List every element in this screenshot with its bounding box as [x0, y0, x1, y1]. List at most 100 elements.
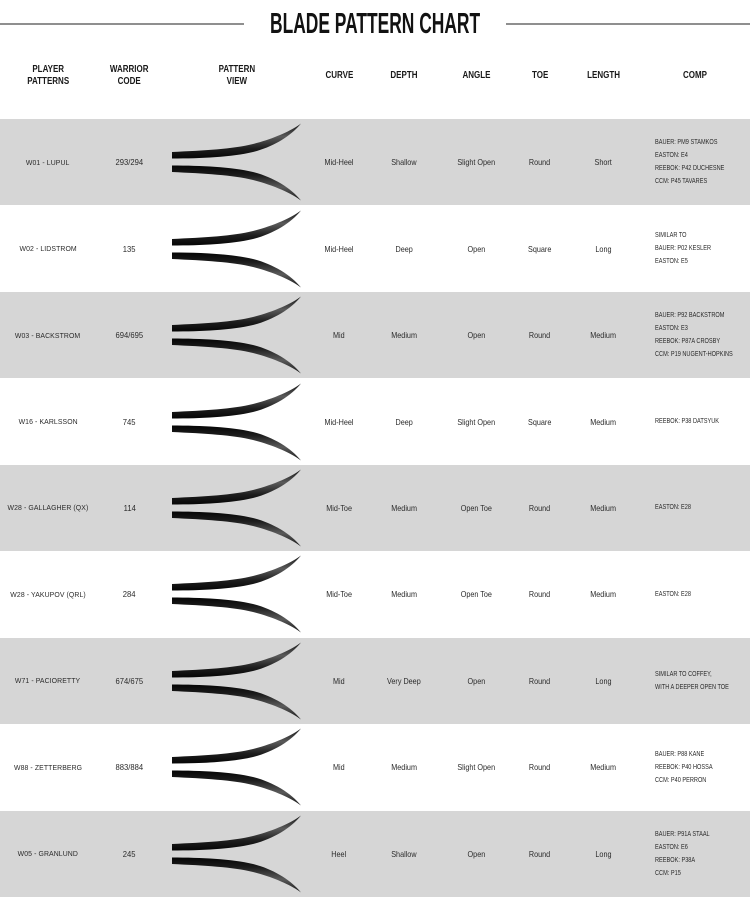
toe-value: Square [528, 416, 552, 427]
comp-line: CCM: P19 NUGENT-HOPKINS [655, 351, 733, 359]
curve-value: Mid-Heel [324, 243, 354, 254]
curve-value: Mid-Toe [326, 502, 352, 513]
comp-line: REEBOK: P87A CROSBY [655, 338, 721, 346]
comp-list: BAUER: P88 KANE REEBOK: P40 HOSSA CCM: P… [640, 724, 750, 810]
column-header-player-patterns: PLAYER PATTERNS [27, 63, 69, 87]
player-pattern-name: W28 - GALLAGHER (QX) [7, 503, 89, 513]
angle-value: Slight Open [457, 762, 496, 773]
title-bar: BLADE PATTERN CHART [0, 0, 750, 44]
comp-line: EASTON: E28 [655, 590, 692, 598]
comp-line: EASTON: E3 [655, 325, 688, 333]
depth-value: Deep [395, 416, 413, 427]
length-value: Medium [590, 502, 617, 513]
length-value: Medium [590, 762, 617, 773]
warrior-code-value: 245 [123, 848, 136, 859]
player-pattern-name: W28 - YAKUPOV (QRL) [10, 589, 86, 599]
table-row: W28 - YAKUPOV (QRL) 284 Mid-Toe Medium O… [0, 551, 750, 637]
player-pattern-name: W88 - ZETTERBERG [13, 762, 83, 772]
title-rule-left [0, 23, 244, 25]
blade-silhouette-icon [169, 295, 304, 375]
table-row: W05 - GRANLUND 245 Heel Shallow Open Rou… [0, 810, 750, 897]
comp-line: REEBOK: P40 HOSSA [655, 763, 713, 771]
comp-list: SIMILAR TO COFFEY, WITH A DEEPER OPEN TO… [640, 638, 750, 724]
comp-line: REEBOK: P38A [655, 856, 696, 864]
toe-value: Round [529, 848, 551, 859]
blade-silhouette-icon [169, 814, 304, 894]
length-value: Long [595, 848, 612, 859]
length-value: Medium [590, 416, 617, 427]
curve-value: Mid [333, 675, 345, 686]
pattern-view-cell [163, 292, 310, 378]
player-pattern-name: W03 - BACKSTROM [15, 330, 81, 340]
table-row: W02 - LIDSTROM 135 Mid-Heel Deep Open Sq… [0, 205, 750, 291]
comp-line: CCM: P45 TAVARES [655, 178, 708, 186]
length-value: Medium [590, 589, 617, 600]
pattern-view-cell [163, 638, 310, 724]
curve-value: Mid-Heel [324, 157, 354, 168]
comp-line: EASTON: E28 [655, 504, 692, 512]
toe-value: Round [529, 675, 551, 686]
curve-value: Mid [333, 762, 345, 773]
comp-line: BAUER: P02 KESLER [655, 245, 712, 253]
title-rule-right [506, 23, 750, 25]
column-header-length: LENGTH [587, 69, 620, 81]
comp-line: REEBOK: P38 DATSYUK [655, 418, 720, 426]
comp-list: BAUER: P92 BACKSTROM EASTON: E3 REEBOK: … [640, 292, 750, 378]
player-pattern-name: W02 - LIDSTROM [19, 244, 77, 254]
table-row: W16 - KARLSSON 745 Mid-Heel Deep Slight … [0, 378, 750, 464]
table-row: W71 - PACIORETTY 674/675 Mid Very Deep O… [0, 637, 750, 725]
column-header-warrior-code: WARRIOR CODE [110, 63, 149, 87]
player-pattern-name: W16 - KARLSSON [18, 417, 78, 427]
warrior-code-value: 284 [123, 589, 136, 600]
comp-list: SIMILAR TO BAUER: P02 KESLER EASTON: E5 [640, 205, 750, 291]
warrior-code-value: 883/884 [115, 762, 144, 773]
depth-value: Medium [391, 502, 417, 513]
length-value: Long [595, 675, 612, 686]
curve-value: Mid [333, 330, 345, 341]
blade-silhouette-icon [169, 209, 304, 289]
comp-line: SIMILAR TO COFFEY, [655, 670, 712, 678]
table-row: W03 - BACKSTROM 694/695 Mid Medium Open … [0, 291, 750, 379]
angle-value: Slight Open [457, 157, 496, 168]
angle-value: Open [467, 675, 486, 686]
column-header-curve: CURVE [325, 69, 353, 81]
angle-value: Open Toe [460, 589, 493, 600]
column-header-angle: ANGLE [462, 69, 491, 81]
length-value: Short [594, 157, 613, 168]
comp-line: EASTON: E5 [655, 258, 688, 266]
comp-list: BAUER: PM9 STAMKOS EASTON: E4 REEBOK: P4… [640, 119, 750, 205]
comp-line: EASTON: E4 [655, 152, 688, 160]
angle-value: Open [467, 330, 486, 341]
toe-value: Round [529, 502, 551, 513]
blade-silhouette-icon [169, 468, 304, 548]
depth-value: Medium [391, 762, 417, 773]
comp-line: BAUER: PM9 STAMKOS [655, 139, 718, 147]
pattern-view-cell [163, 378, 310, 464]
curve-value: Heel [331, 848, 347, 859]
table-row: W01 - LUPUL 293/294 Mid-Heel Shallow Sli… [0, 119, 750, 206]
comp-line: REEBOK: P42 DUCHESNE [655, 165, 725, 173]
pattern-view-cell [163, 724, 310, 810]
length-value: Long [595, 243, 612, 254]
pattern-view-cell [163, 551, 310, 637]
comp-list: BAUER: P91A STAAL EASTON: E6 REEBOK: P38… [640, 811, 750, 897]
comp-list: EASTON: E28 [640, 551, 750, 637]
comp-line: SIMILAR TO [655, 232, 687, 240]
depth-value: Medium [391, 589, 417, 600]
comp-line: EASTON: E6 [655, 843, 688, 851]
depth-value: Shallow [391, 848, 417, 859]
toe-value: Round [529, 589, 551, 600]
warrior-code-value: 674/675 [115, 675, 144, 686]
page-title: BLADE PATTERN CHART [269, 7, 481, 40]
player-pattern-name: W01 - LUPUL [26, 157, 70, 167]
toe-value: Round [529, 330, 551, 341]
table-row: W88 - ZETTERBERG 883/884 Mid Medium Slig… [0, 724, 750, 810]
player-pattern-name: W71 - PACIORETTY [15, 676, 81, 686]
column-header-pattern-view: PATTERN VIEW [218, 63, 255, 87]
blade-silhouette-icon [169, 382, 304, 462]
pattern-view-cell [163, 811, 310, 897]
player-pattern-name: W05 - GRANLUND [17, 849, 79, 859]
depth-value: Medium [391, 330, 417, 341]
comp-line: CCM: P15 [655, 869, 681, 877]
comp-line: BAUER: P92 BACKSTROM [655, 312, 725, 320]
